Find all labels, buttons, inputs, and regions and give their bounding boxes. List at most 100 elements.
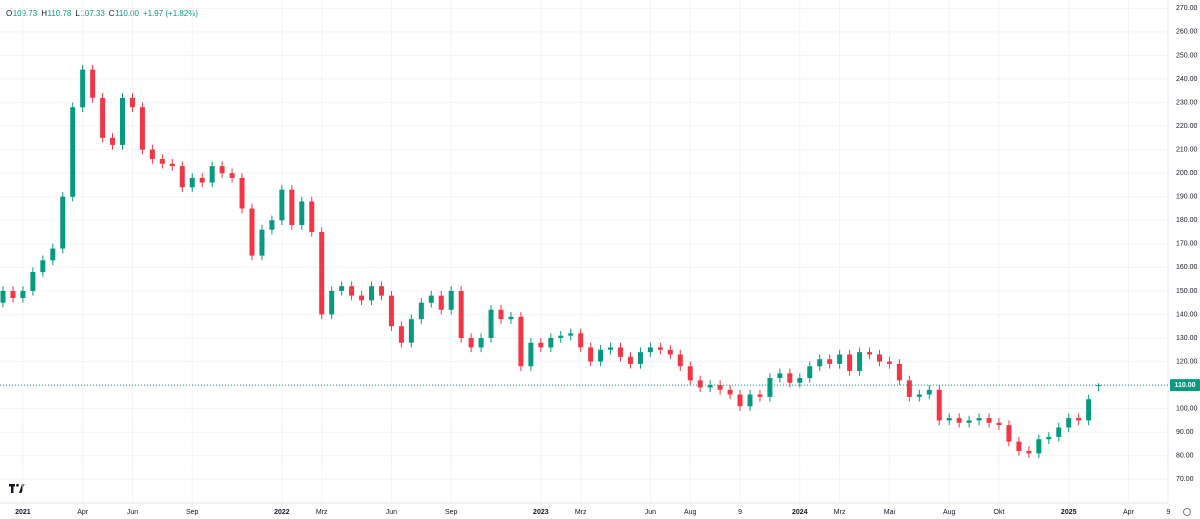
candle-body [807, 366, 813, 379]
x-tick-label: Aug [943, 509, 956, 516]
candle-body [538, 342, 544, 348]
candle-body [428, 295, 434, 303]
candle-body [618, 347, 624, 357]
y-tick-label: 70.00 [1176, 476, 1194, 483]
x-tick-label: Sep [445, 509, 458, 516]
candle-body [1066, 418, 1072, 428]
candle-body [299, 201, 305, 225]
x-tick-label: Okt [994, 509, 1005, 516]
candle-body [757, 394, 763, 397]
candle-body [876, 354, 882, 362]
candle-body [518, 316, 524, 367]
candle-body [388, 295, 394, 327]
legend-key: O [6, 9, 12, 18]
candle-body [60, 196, 66, 249]
candle-body [398, 326, 404, 343]
legend-key: H [41, 9, 47, 18]
candle-body [90, 69, 96, 98]
candle-body [667, 349, 673, 355]
candle-body [1006, 425, 1012, 442]
candle-body [1076, 418, 1082, 421]
candle-body [369, 286, 375, 301]
candle-body [478, 338, 484, 348]
candle-body [916, 394, 922, 397]
candle-body [50, 248, 56, 261]
legend-change: +1.97 (+1.82%) [143, 9, 198, 18]
candle-body [349, 286, 355, 296]
y-tick-label: 210.00 [1176, 146, 1198, 153]
candle-body [100, 97, 106, 138]
candle-body [249, 208, 255, 256]
candle-body [289, 189, 295, 225]
candle-body [707, 385, 713, 388]
candle-body [1016, 441, 1022, 452]
y-tick-label: 260.00 [1176, 29, 1198, 36]
y-tick-label: 180.00 [1176, 217, 1198, 224]
candle-body [1056, 427, 1062, 437]
x-tick-label: Jun [386, 509, 397, 516]
legend-key: L [75, 9, 80, 18]
candle-body [229, 173, 235, 178]
candle-body [598, 349, 604, 362]
y-tick-label: 220.00 [1176, 123, 1198, 130]
candle-body [209, 166, 215, 183]
candle-body [498, 309, 504, 320]
candle-body [110, 137, 116, 145]
legend-value: 110.78 [47, 9, 71, 18]
candle-body [847, 354, 853, 371]
candle-body [896, 363, 902, 381]
candle-body [468, 338, 474, 348]
x-tick-label: Jun [127, 509, 138, 516]
candle-body [986, 418, 992, 423]
candle-body [737, 394, 743, 407]
candle-body [309, 201, 315, 233]
x-tick-label: 9 [738, 509, 742, 516]
candle-body [80, 69, 86, 108]
x-tick-label: 2022 [274, 509, 290, 516]
candle-body [817, 359, 823, 367]
candle-body [568, 333, 574, 336]
candle-body [319, 232, 325, 315]
candle-body [687, 366, 693, 381]
candle-body [976, 418, 982, 421]
x-tick-label: Mrz [834, 509, 846, 516]
candle-body [657, 347, 663, 350]
x-tick-label: Apr [1123, 509, 1135, 516]
y-tick-label: 190.00 [1176, 194, 1198, 201]
candle-body [627, 356, 633, 364]
legend-key: C [109, 9, 115, 18]
settings-icon[interactable] [1183, 508, 1191, 516]
candle-body [129, 97, 135, 108]
candle-body [857, 352, 863, 371]
legend-value: 110.00 [115, 9, 139, 18]
candle-body [149, 149, 155, 160]
y-tick-label: 270.00 [1176, 5, 1198, 12]
y-tick-label: 140.00 [1176, 311, 1198, 318]
candle-body [747, 394, 753, 407]
candle-body [199, 177, 205, 183]
candle-body [867, 352, 873, 355]
x-tick-label: 2025 [1061, 509, 1077, 516]
candle-body [797, 378, 803, 383]
candle-body [189, 177, 195, 188]
candle-body [359, 295, 365, 301]
x-tick-label: Sep [186, 509, 199, 516]
candle-body [329, 290, 335, 315]
candle-body [777, 373, 783, 379]
y-tick-label: 230.00 [1176, 99, 1198, 106]
y-tick-label: 120.00 [1176, 358, 1198, 365]
candle-body [637, 352, 643, 364]
y-tick-label: 160.00 [1176, 264, 1198, 271]
y-tick-label: 150.00 [1176, 288, 1198, 295]
candle-body [936, 389, 942, 421]
y-tick-label: 170.00 [1176, 241, 1198, 248]
candle-body [10, 290, 16, 298]
x-tick-label: Apr [77, 509, 89, 516]
x-tick-label: Mai [884, 509, 896, 516]
candle-body [120, 97, 126, 145]
candle-body [767, 378, 773, 397]
candle-body [837, 354, 843, 364]
x-tick-label: 2021 [15, 509, 31, 516]
candle-body [259, 229, 265, 256]
